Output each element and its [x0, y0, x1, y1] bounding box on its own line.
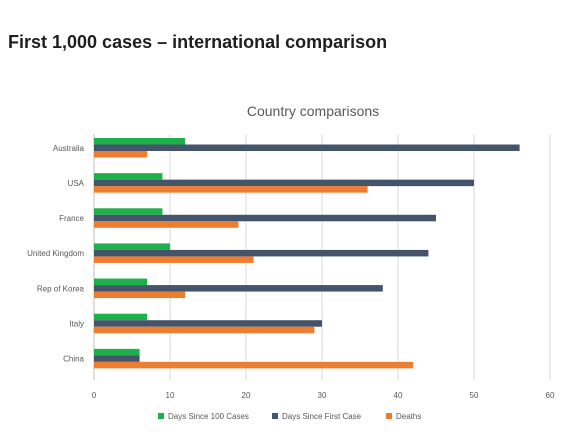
bar-australia-series-2: [94, 144, 520, 151]
x-tick-label-60: 60: [546, 391, 555, 400]
bar-china-series-1: [94, 348, 140, 356]
bar-china-series-2: [94, 355, 140, 362]
legend-label-2: Days Since First Case: [282, 412, 362, 421]
page-heading: First 1,000 cases – international compar…: [8, 32, 388, 52]
x-tick-label-30: 30: [318, 391, 327, 400]
category-label-usa: USA: [68, 179, 85, 188]
x-tick-label-40: 40: [394, 391, 403, 400]
bar-united-kingdom-series-2: [94, 249, 429, 257]
category-labels: Australia USA France United Kingdom Rep of K…: [27, 144, 85, 364]
category-label-rep-of-korea: Rep of Korea: [37, 284, 85, 293]
category-label-united-kingdom: United Kingdom: [27, 249, 84, 258]
bar-rep-of-korea-series-2: [94, 285, 383, 292]
bars: [94, 138, 520, 369]
bar-france-series-1: [94, 208, 163, 215]
bar-france-series-3: [94, 221, 239, 228]
bar-united-kingdom-series-1: [94, 243, 170, 250]
legend-swatch-2: [272, 413, 278, 419]
legend-swatch-3: [386, 413, 392, 419]
bar-rep-of-korea-series-1: [94, 278, 148, 286]
bar-italy-series-2: [94, 320, 322, 327]
x-tick-label-0: 0: [92, 391, 97, 400]
bar-usa-series-3: [94, 186, 368, 193]
x-tick-label-50: 50: [470, 391, 479, 400]
x-tick-label-20: 20: [242, 391, 251, 400]
bar-rep-of-korea-series-3: [94, 291, 186, 299]
legend-label-3: Deaths: [396, 412, 421, 421]
category-label-france: France: [59, 214, 84, 223]
bar-italy-series-3: [94, 326, 315, 334]
legend: Days Since 100 Cases Days Since First Cas…: [158, 412, 421, 421]
bar-china-series-3: [94, 361, 414, 369]
bar-australia-series-3: [94, 151, 148, 158]
bar-usa-series-2: [94, 179, 474, 187]
bar-france-series-2: [94, 214, 436, 222]
category-label-italy: Italy: [69, 319, 84, 328]
bar-australia-series-1: [94, 138, 186, 145]
bar-usa-series-1: [94, 173, 163, 180]
x-tick-label-10: 10: [166, 391, 175, 400]
bar-italy-series-1: [94, 313, 148, 321]
legend-label-1: Days Since 100 Cases: [168, 412, 249, 421]
bar-united-kingdom-series-3: [94, 256, 254, 263]
category-label-australia: Australia: [53, 144, 85, 153]
category-label-china: China: [63, 355, 84, 364]
x-tick-labels: 0 10 20 30 40 50 60: [92, 391, 555, 400]
legend-swatch-1: [158, 413, 164, 419]
chart-title: Country comparisons: [247, 103, 379, 119]
